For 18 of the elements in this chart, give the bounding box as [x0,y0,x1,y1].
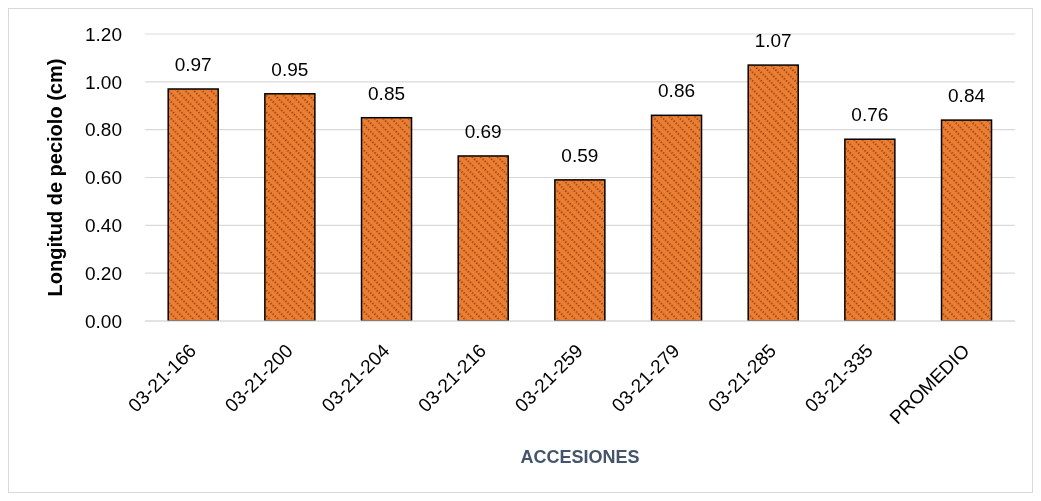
data-label: 0.59 [561,144,599,166]
data-label: 0.97 [174,54,212,76]
y-tick-label: 1.00 [85,71,122,93]
data-label: 0.84 [948,85,986,107]
data-label: 0.95 [271,58,309,80]
data-label: 1.07 [754,30,792,52]
data-label: 0.85 [368,82,406,104]
data-label: 0.69 [464,120,502,142]
y-tick-label: 0.00 [85,310,122,332]
y-tick-label: 0.80 [85,119,122,141]
y-tick-label: 1.20 [85,23,122,45]
y-axis-title: Longitud de peciolo (cm) [44,58,66,297]
y-tick-label: 0.20 [85,262,122,284]
x-axis-title: ACCESIONES [520,447,640,467]
data-label: 0.76 [851,104,889,126]
y-tick-label: 0.60 [85,167,122,189]
data-label: 0.86 [658,80,696,102]
y-tick-label: 0.40 [85,215,122,237]
